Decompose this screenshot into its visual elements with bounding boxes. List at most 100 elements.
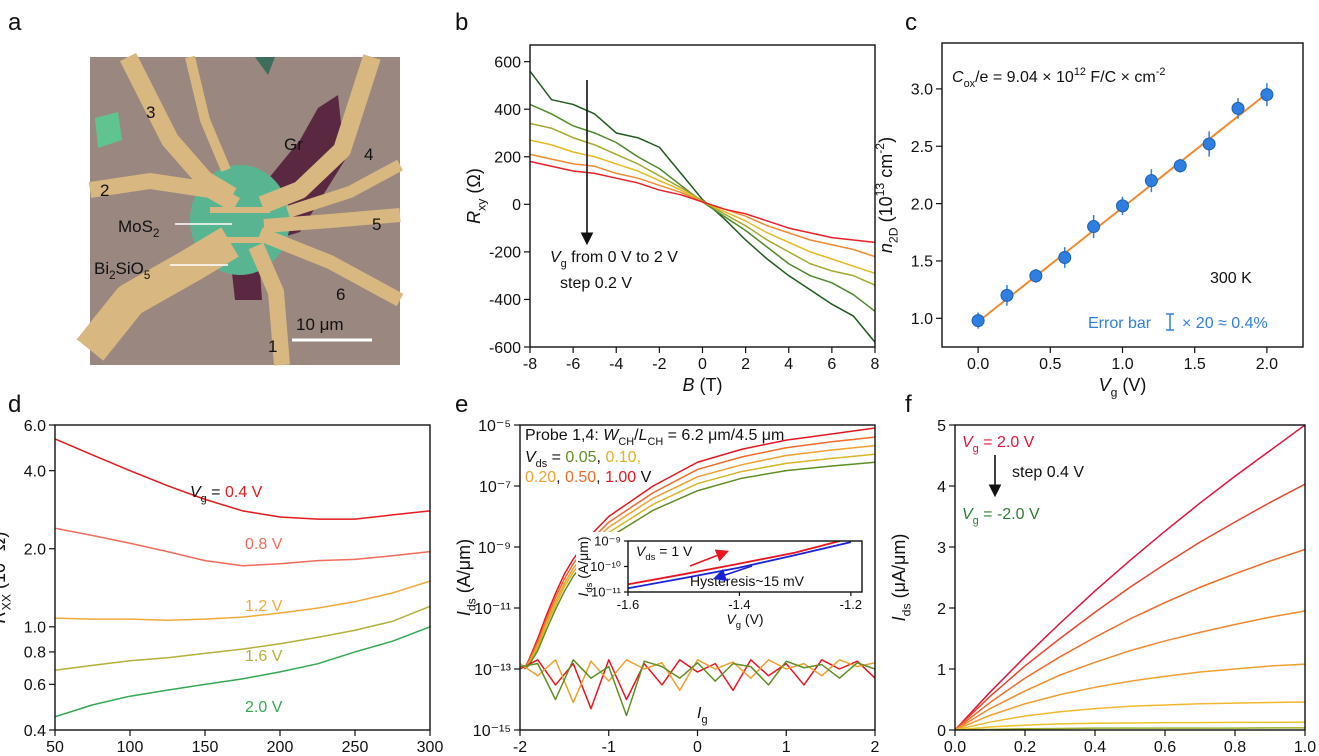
text-part: × 20 ≈ 0.4% [1182, 315, 1268, 332]
x-tick-label: 1 [782, 739, 791, 756]
text-part: F/C × cm [1086, 69, 1156, 86]
text-part: from 0 V to 2 V [567, 249, 678, 266]
y-tick-label: 10⁻⁷ [479, 479, 511, 496]
y-tick-label: 3.0 [911, 82, 933, 99]
y-axis-label: Ids (A/μm) [454, 539, 478, 616]
text-part: = 6.2 μm/4.5 μm [663, 427, 784, 444]
x-tick-label: 0.5 [1039, 356, 1061, 373]
x-tick-label: 150 [192, 739, 219, 756]
electrode [258, 54, 381, 214]
plot-area [628, 541, 852, 590]
text-part: ds [464, 598, 478, 611]
y-tick-label: 5 [937, 418, 946, 435]
material-label: Bi2SiO5 [94, 259, 150, 282]
text-part: = -2.0 V [979, 506, 1040, 523]
y-tick-label: 2.0 [24, 541, 46, 558]
data-line [955, 663, 1305, 730]
electrode-label: 5 [372, 215, 381, 234]
data-point [1029, 269, 1043, 283]
text-part: (10 [0, 563, 9, 594]
text-part: 2 [153, 228, 159, 240]
text-part: SiO [116, 259, 144, 278]
data-line [955, 727, 1305, 730]
flake [255, 57, 275, 75]
text-part: V [962, 434, 974, 451]
panel-letter: d [8, 391, 21, 418]
text-part: XX [0, 594, 13, 610]
text-part: V [550, 249, 562, 266]
text-part: ) [876, 137, 896, 143]
y-tick-label: 0 [512, 197, 521, 214]
text-part: I [575, 593, 591, 597]
x-tick-label: 2.0 [1256, 356, 1278, 373]
text-part: /e = 9.04 × 10 [975, 69, 1074, 86]
x-tick-label: -1.6 [617, 597, 639, 612]
y-tick-label: 10⁻⁹ [478, 540, 511, 557]
y-tick-label: 1 [937, 662, 946, 679]
x-tick-label: 8 [871, 356, 880, 373]
text-part: 2.0 V [245, 699, 283, 716]
text-part: 0.50 [565, 469, 596, 486]
text-part: g [736, 620, 741, 631]
data-line [520, 659, 875, 717]
annotation: 1.2 V [245, 598, 283, 615]
text-part: V [525, 449, 537, 466]
y-tick-label: 4.0 [24, 463, 46, 480]
text-part: step 0.2 V [560, 275, 632, 292]
y-tick-label: 10⁻¹³ [474, 662, 512, 679]
data-line [55, 605, 430, 671]
x-axis-label: Vg (V) [726, 611, 763, 631]
x-tick-label: 2 [741, 356, 750, 373]
plot-area [55, 438, 430, 718]
plot-area [530, 70, 875, 343]
data-line [955, 548, 1305, 730]
y-tick-label: 10⁻¹¹ [474, 601, 511, 618]
text-part: V [1099, 375, 1113, 395]
x-tick-label: 50 [46, 739, 64, 756]
text-part: , [556, 469, 565, 486]
text-part: (μA/μm) [889, 534, 909, 604]
data-point [1087, 220, 1101, 234]
data-point [1144, 174, 1158, 188]
text-part: g [701, 714, 707, 726]
y-tick-label: 10⁻⁹ [594, 534, 621, 549]
data-line [530, 153, 875, 258]
panel-letter: a [8, 9, 22, 36]
text-part: g [1111, 385, 1118, 399]
arrow [712, 565, 753, 582]
text-part: 5 [144, 270, 150, 282]
chart-panel: -8 -6 -4 -2 0 2 4 6 8 -600 -400 -200 0 200 400 600 B (T)… [464, 44, 880, 395]
text-part: R [0, 610, 9, 623]
data-line [55, 527, 430, 567]
data-line [520, 659, 875, 710]
text-part: 12 [1074, 66, 1086, 78]
y-tick-label: 2.0 [911, 196, 933, 213]
y-tick-label: 2.5 [911, 139, 933, 156]
y-tick-label: 3 [937, 540, 946, 557]
annotation: 1.6 V [245, 648, 283, 665]
y-tick-label: -200 [489, 245, 521, 262]
text-part: 1.2 V [245, 598, 283, 615]
text-part: g [561, 258, 567, 270]
text-part: Bi [94, 259, 109, 278]
x-tick-label: -4 [609, 356, 623, 373]
y-tick-label: 0 [937, 723, 946, 740]
electrode-label: 4 [364, 145, 373, 164]
chart-panel: 501001502002503000.40.60.81.02.04.06.0T … [0, 418, 443, 756]
y-axis-label: Rxy (Ω) [464, 168, 488, 224]
x-tick-label: 0.6 [1154, 739, 1176, 756]
electrode [76, 227, 239, 361]
y-tick-label: 0.8 [24, 645, 46, 662]
text-part: 300 K [1210, 270, 1252, 287]
text-part: (V) [741, 611, 764, 627]
electrode [185, 55, 231, 172]
text-part: ds [536, 458, 548, 470]
data-point [1260, 88, 1274, 102]
text-part: ds [584, 582, 595, 592]
data-point [1000, 288, 1014, 302]
x-tick-label: 300 [417, 739, 444, 756]
text-part: V [636, 469, 651, 486]
x-tick-label: 100 [117, 739, 144, 756]
plot-frame [954, 424, 1306, 731]
